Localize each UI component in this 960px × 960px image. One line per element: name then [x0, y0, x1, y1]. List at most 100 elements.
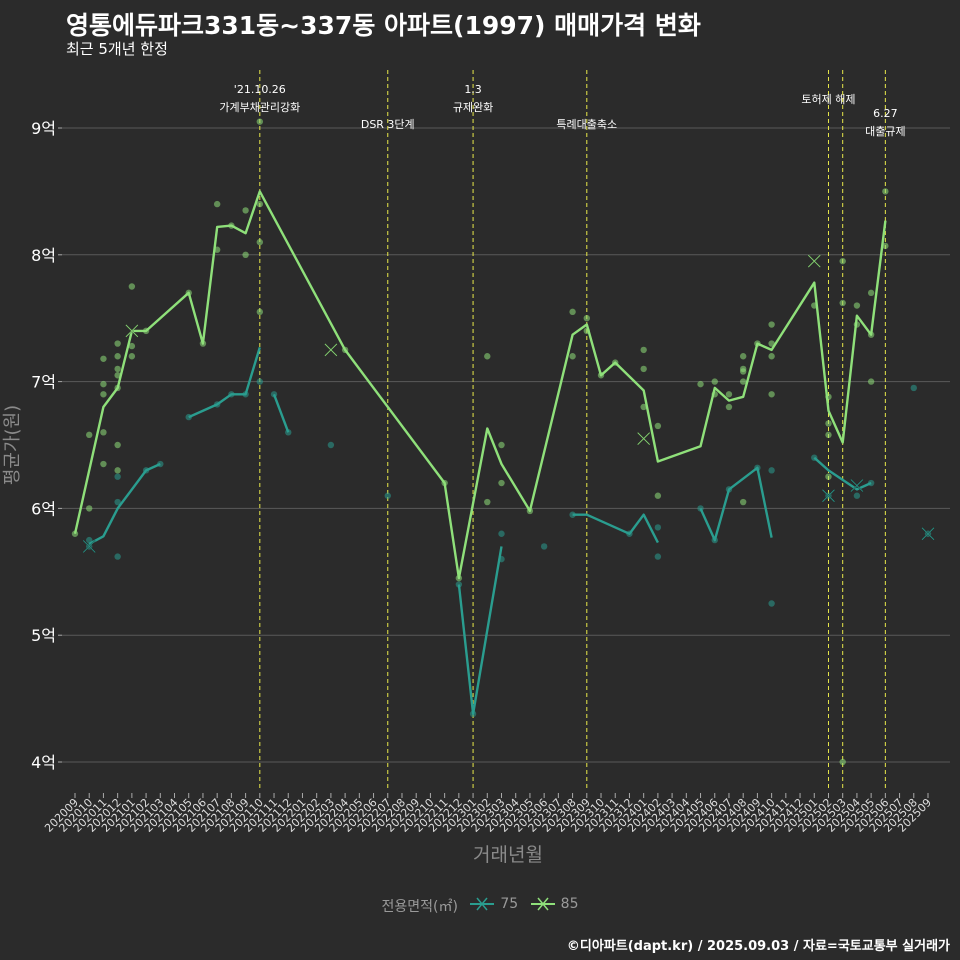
data-point-85 — [213, 200, 221, 208]
data-point-85 — [739, 378, 747, 385]
y-tick-label: 4억 — [31, 753, 56, 772]
data-point-75 — [853, 492, 861, 499]
event-label: 토허제 해제 — [801, 92, 855, 106]
data-point-85 — [825, 420, 832, 427]
legend-label-75: 75 — [500, 896, 519, 912]
series-line-75 — [88, 462, 161, 545]
series-line-85 — [73, 190, 887, 580]
cross-marker-85 — [637, 432, 651, 446]
event-label: 대출규제 — [865, 125, 905, 138]
data-point-75 — [455, 581, 463, 588]
data-point-85 — [256, 238, 264, 246]
data-point-85 — [640, 346, 647, 354]
cross-marker-85 — [324, 343, 338, 357]
cross-marker-75 — [82, 540, 96, 553]
data-point-75 — [114, 498, 121, 506]
cross-marker-85 — [125, 324, 139, 338]
data-point-85 — [100, 391, 107, 398]
data-point-85 — [867, 289, 875, 297]
data-point-75 — [384, 492, 391, 499]
data-point-85 — [654, 492, 662, 499]
series-line-75 — [272, 393, 290, 433]
data-point-85 — [640, 403, 647, 411]
data-point-75 — [569, 511, 576, 518]
data-point-85 — [839, 257, 846, 265]
data-point-85 — [768, 391, 775, 398]
data-point-85 — [86, 505, 93, 512]
data-point-85 — [100, 429, 107, 436]
legend-swatch-85-icon — [530, 897, 555, 911]
data-point-85 — [100, 355, 107, 362]
data-point-85 — [867, 378, 875, 385]
data-point-85 — [739, 368, 747, 375]
data-point-85 — [853, 302, 861, 309]
data-point-85 — [256, 308, 264, 316]
event-label: 1.3 — [464, 83, 482, 96]
y-tick-label: 6억 — [31, 499, 56, 518]
data-point-85 — [114, 353, 121, 360]
data-point-75 — [540, 543, 548, 550]
data-point-85 — [839, 299, 846, 307]
event-label: 특례대출축소 — [556, 118, 617, 131]
cross-markers — [82, 254, 935, 553]
data-point-85 — [128, 342, 136, 350]
cross-marker-75 — [921, 527, 935, 541]
data-point-85 — [100, 460, 107, 468]
data-point-85 — [768, 321, 775, 328]
data-point-85 — [114, 441, 121, 449]
data-point-75 — [327, 441, 335, 449]
y-tick-label: 7억 — [31, 373, 56, 392]
data-point-75 — [114, 553, 121, 560]
data-point-85 — [484, 353, 491, 360]
data-point-85 — [768, 353, 775, 360]
data-point-75 — [654, 524, 662, 531]
y-tick-label: 8억 — [31, 246, 56, 265]
chart-subtitle: 최근 5개년 한정 — [66, 40, 168, 58]
series-lines — [73, 190, 887, 715]
data-point-85 — [569, 308, 576, 316]
legend-item-85: 85 — [530, 896, 579, 912]
data-point-85 — [498, 479, 505, 487]
data-point-75 — [768, 600, 775, 607]
data-point-85 — [711, 378, 718, 385]
data-point-85 — [640, 365, 647, 373]
data-point-75 — [910, 384, 917, 392]
cross-marker-85 — [807, 254, 821, 268]
data-point-85 — [882, 242, 889, 250]
event-label: 규제완화 — [453, 101, 493, 114]
y-tick-label: 9억 — [31, 119, 56, 138]
event-label: DSR 3단계 — [361, 118, 415, 131]
y-axis: 4억 5억 6억 7억 8억 9억 — [31, 119, 62, 772]
legend-label-85: 85 — [560, 896, 579, 912]
data-points — [71, 118, 932, 766]
x-axis: 2020092020102020112020122021012021022021… — [42, 793, 934, 835]
data-point-85 — [128, 353, 136, 360]
data-point-85 — [739, 353, 747, 360]
data-point-75 — [256, 378, 264, 385]
data-point-85 — [256, 200, 264, 208]
event-label: 6.27 — [873, 107, 898, 120]
data-point-75 — [654, 553, 662, 560]
chart-title: 영통에듀파크331동~337동 아파트(1997) 매매가격 변화 — [66, 11, 701, 40]
data-point-85 — [739, 498, 747, 506]
legend-item-75: 75 — [470, 896, 518, 912]
data-point-85 — [128, 283, 136, 290]
legend-title: 전용면적(㎡) — [381, 899, 458, 915]
data-point-75 — [768, 467, 775, 474]
legend: 전용면적(㎡) 75 85 — [0, 896, 960, 916]
cross-marker-75 — [822, 489, 835, 503]
data-point-85 — [569, 353, 576, 360]
grid-lines — [62, 127, 950, 763]
data-point-85 — [242, 207, 249, 214]
data-point-85 — [484, 498, 491, 506]
data-point-85 — [725, 391, 733, 398]
series-line-75 — [457, 546, 503, 715]
data-point-85 — [839, 758, 846, 766]
legend-swatch-75-icon — [470, 897, 495, 911]
data-point-85 — [86, 431, 93, 439]
data-point-85 — [825, 473, 832, 480]
data-point-85 — [697, 380, 704, 388]
data-point-85 — [114, 365, 121, 373]
